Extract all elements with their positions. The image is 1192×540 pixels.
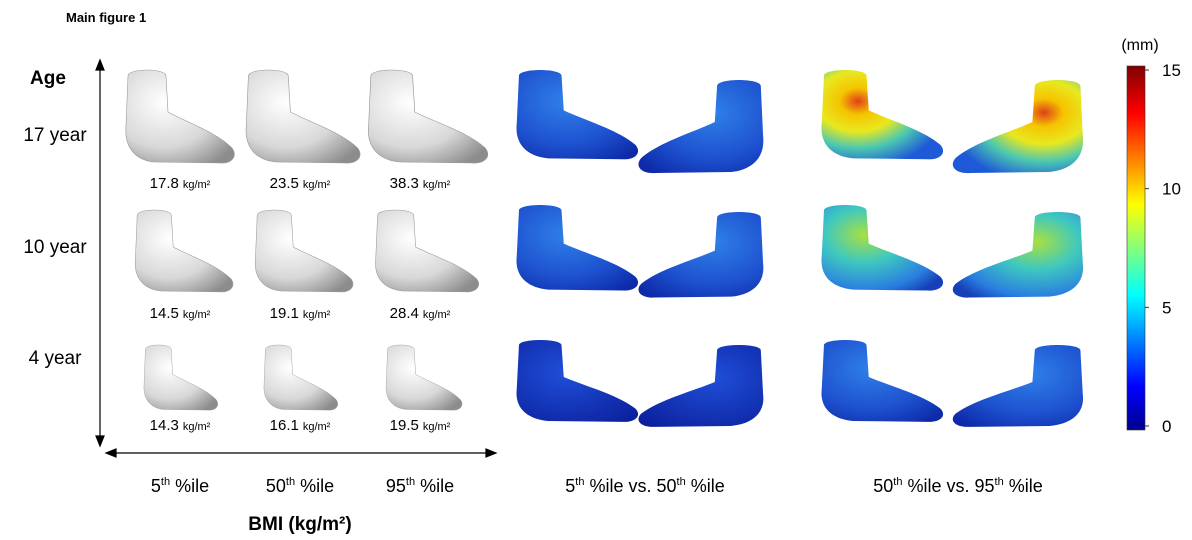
bmi-value: 28.4 kg/m² <box>390 305 451 322</box>
ordinal-tail: %ile <box>907 476 941 496</box>
bmi-unit: kg/m² <box>183 309 211 321</box>
age-label: Age <box>30 68 66 89</box>
ordinal-suffix: th <box>677 476 686 488</box>
diff-foot <box>953 80 1083 173</box>
figure: Main figure 1 Age BMI (kg/m²) <box>0 0 1192 540</box>
colorbar-tick-label: 10 <box>1162 180 1181 199</box>
colorbar-tick-label: 5 <box>1162 298 1171 317</box>
ordinal-tail: %ile <box>175 476 209 496</box>
diff-foot <box>516 70 638 159</box>
bmi-unit: kg/m² <box>423 179 451 191</box>
ordinal-suffix: th <box>995 476 1004 488</box>
bmi-number: 38.3 <box>390 175 419 192</box>
bmi-unit: kg/m² <box>303 309 331 321</box>
foot-model <box>135 210 233 292</box>
foot-model <box>375 210 478 292</box>
ordinal-number: 50 <box>873 476 893 496</box>
comparison-joiner: vs. <box>628 476 651 496</box>
colorbar-tick-label: 0 <box>1162 417 1171 436</box>
bmi-value: 19.5 kg/m² <box>390 417 451 434</box>
bmi-number: 16.1 <box>270 417 299 434</box>
bmi-number: 14.5 <box>150 305 179 322</box>
row-label: 4 year <box>29 348 82 369</box>
bmi-number: 17.8 <box>150 175 179 192</box>
diff-foot <box>953 212 1083 298</box>
bmi-unit: kg/m² <box>423 309 451 321</box>
column-label: 50th %ile <box>266 476 334 496</box>
foot-model <box>264 345 338 410</box>
foot-model <box>368 70 487 163</box>
colorbar-unit: (mm) <box>1121 37 1158 54</box>
bmi-value: 19.1 kg/m² <box>270 305 331 322</box>
bmi-value: 38.3 kg/m² <box>390 175 451 192</box>
bmi-unit: kg/m² <box>423 421 451 433</box>
arrow-head <box>486 449 496 457</box>
bmi-number: 23.5 <box>270 175 299 192</box>
bmi-label: BMI (kg/m²) <box>248 514 351 535</box>
ordinal-number: 50 <box>657 476 677 496</box>
diff-foot <box>638 212 763 298</box>
ordinal-tail: %ile <box>691 476 725 496</box>
ordinal-number: 95 <box>386 476 406 496</box>
bmi-number: 19.1 <box>270 305 299 322</box>
colorbar-tick-label: 15 <box>1162 61 1181 80</box>
foot-model <box>255 210 353 292</box>
ordinal-suffix: th <box>286 476 295 488</box>
bmi-value: 14.3 kg/m² <box>150 417 211 434</box>
ordinal-suffix: th <box>893 476 902 488</box>
bmi-value: 16.1 kg/m² <box>270 417 331 434</box>
difference-maps <box>516 70 1083 427</box>
foot-model <box>386 345 462 410</box>
bmi-value: 17.8 kg/m² <box>150 175 211 192</box>
arrow-head <box>106 449 116 457</box>
diff-foot <box>638 345 763 427</box>
column-label: 95th %ile <box>386 476 454 496</box>
comparison-joiner: vs. <box>946 476 969 496</box>
arrow-head <box>96 60 104 70</box>
ordinal-suffix: th <box>575 476 584 488</box>
diff-foot <box>953 345 1083 427</box>
diff-foot <box>516 205 638 291</box>
bmi-unit: kg/m² <box>303 421 331 433</box>
bmi-number: 28.4 <box>390 305 419 322</box>
bmi-unit: kg/m² <box>183 421 211 433</box>
diff-foot <box>821 70 943 159</box>
arrow-head <box>96 436 104 446</box>
ordinal-number: 50 <box>266 476 286 496</box>
bmi-unit: kg/m² <box>183 179 211 191</box>
foot-model <box>126 70 235 163</box>
ordinal-tail: %ile <box>1009 476 1043 496</box>
bmi-number: 14.3 <box>150 417 179 434</box>
ordinal-suffix: th <box>406 476 415 488</box>
ordinal-tail: %ile <box>589 476 623 496</box>
template-feet <box>126 70 488 410</box>
ordinal-number: 5 <box>565 476 575 496</box>
bmi-number: 19.5 <box>390 417 419 434</box>
colorbar <box>1127 66 1145 430</box>
bmi-value: 23.5 kg/m² <box>270 175 331 192</box>
bmi-unit: kg/m² <box>303 179 331 191</box>
column-label: 5th %ile <box>151 476 209 496</box>
diff-foot <box>821 340 943 422</box>
bmi-value: 14.5 kg/m² <box>150 305 211 322</box>
foot-model <box>246 70 360 163</box>
ordinal-tail: %ile <box>300 476 334 496</box>
diff-foot <box>516 340 638 422</box>
ordinal-number: 5 <box>151 476 161 496</box>
figure-title: Main figure 1 <box>66 10 146 25</box>
foot-model <box>144 345 218 410</box>
diff-foot <box>821 205 943 291</box>
ordinal-tail: %ile <box>420 476 454 496</box>
row-label: 17 year <box>23 125 87 146</box>
ordinal-suffix: th <box>161 476 170 488</box>
diff-foot <box>638 80 763 173</box>
row-label: 10 year <box>23 237 87 258</box>
ordinal-number: 95 <box>975 476 995 496</box>
